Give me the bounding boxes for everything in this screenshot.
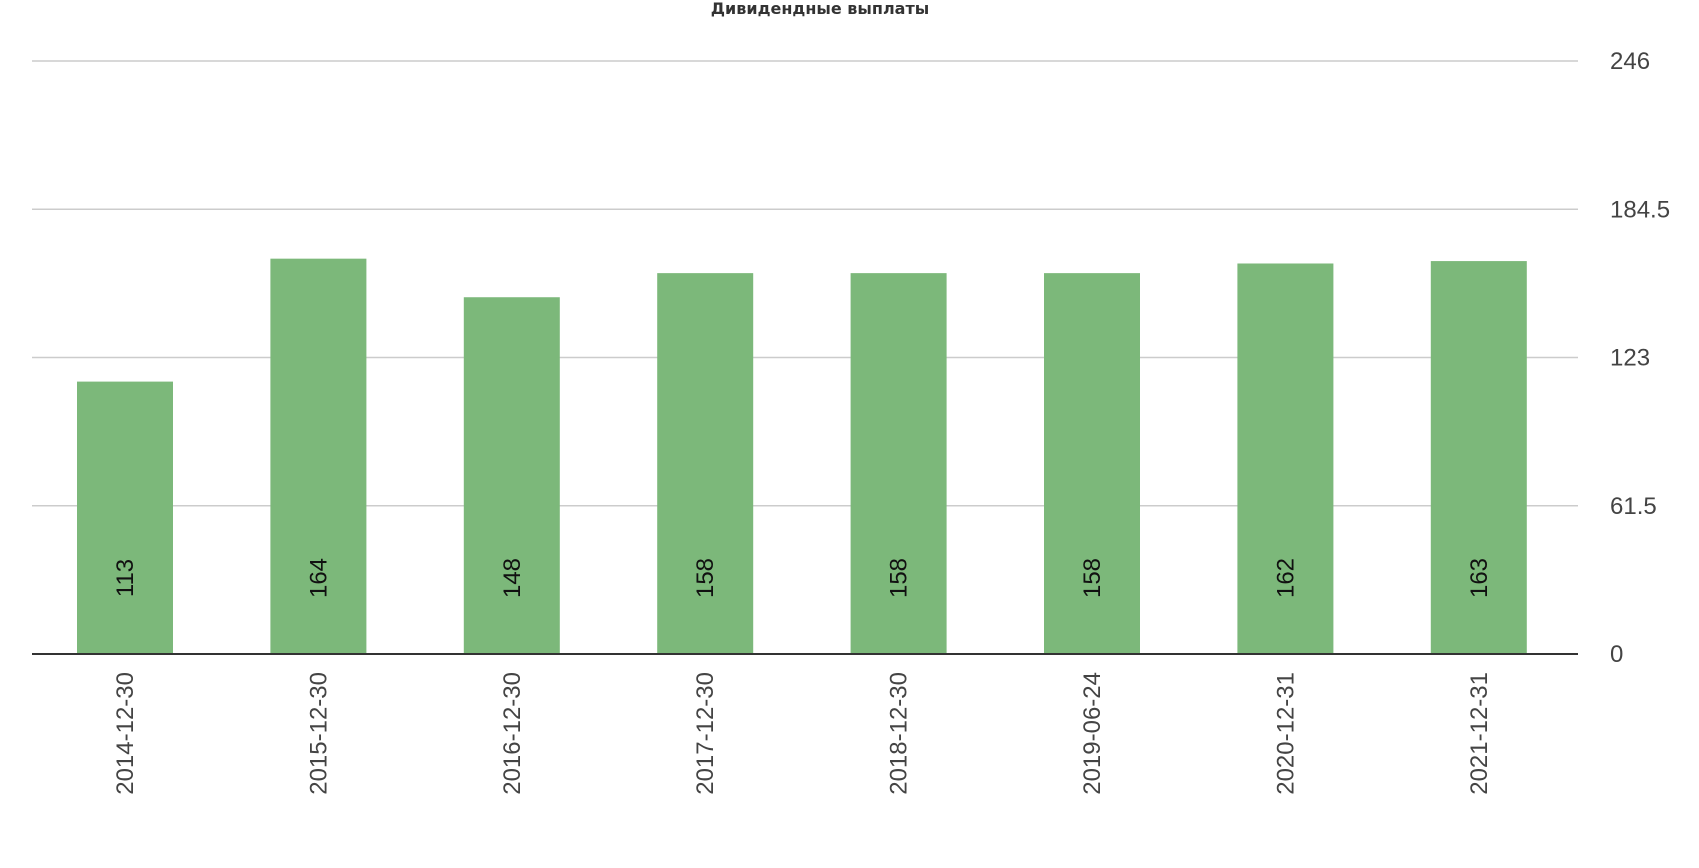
data-label: 158 [692,558,719,598]
data-label: 158 [1079,558,1106,598]
y-tick-label: 0 [1610,641,1623,668]
x-tick-label: 2018-12-30 [886,672,913,795]
bar [850,273,947,654]
x-tick-label: 2017-12-30 [692,672,719,795]
bars [77,258,1527,654]
y-tick-label: 246 [1610,48,1650,75]
gridlines [32,60,1578,507]
bar [1237,263,1334,654]
x-tick-label: 2021-12-31 [1466,672,1493,795]
data-label: 164 [305,558,332,598]
x-tick-label: 2015-12-30 [305,672,332,795]
x-axis-tick-labels: 2014-12-30 2015-12-30 2016-12-30 2017-12-30… [112,672,1493,795]
chart-title: Дивидендные выплаты [710,0,930,18]
y-tick-label: 184.5 [1610,196,1670,223]
bar [657,273,754,654]
data-labels: 113 164 148 158 158 158 162 163 [112,558,1493,598]
bar [77,381,173,654]
y-tick-label: 123 [1610,345,1650,372]
bar [1044,273,1140,654]
bar [270,258,367,654]
bar [463,297,560,654]
x-tick-label: 2014-12-30 [112,672,139,795]
y-axis-tick-labels: 0 61.5 123 184.5 246 [1610,48,1670,668]
data-label: 163 [1466,558,1493,598]
data-label: 113 [112,559,139,597]
bar [1430,261,1527,654]
x-tick-label: 2020-12-31 [1272,672,1299,795]
data-label: 158 [886,558,913,598]
x-tick-label: 2019-06-24 [1079,672,1106,795]
data-label: 162 [1272,558,1299,598]
x-tick-label: 2016-12-30 [499,672,526,795]
data-label: 148 [499,558,526,598]
y-tick-label: 61.5 [1610,493,1657,520]
